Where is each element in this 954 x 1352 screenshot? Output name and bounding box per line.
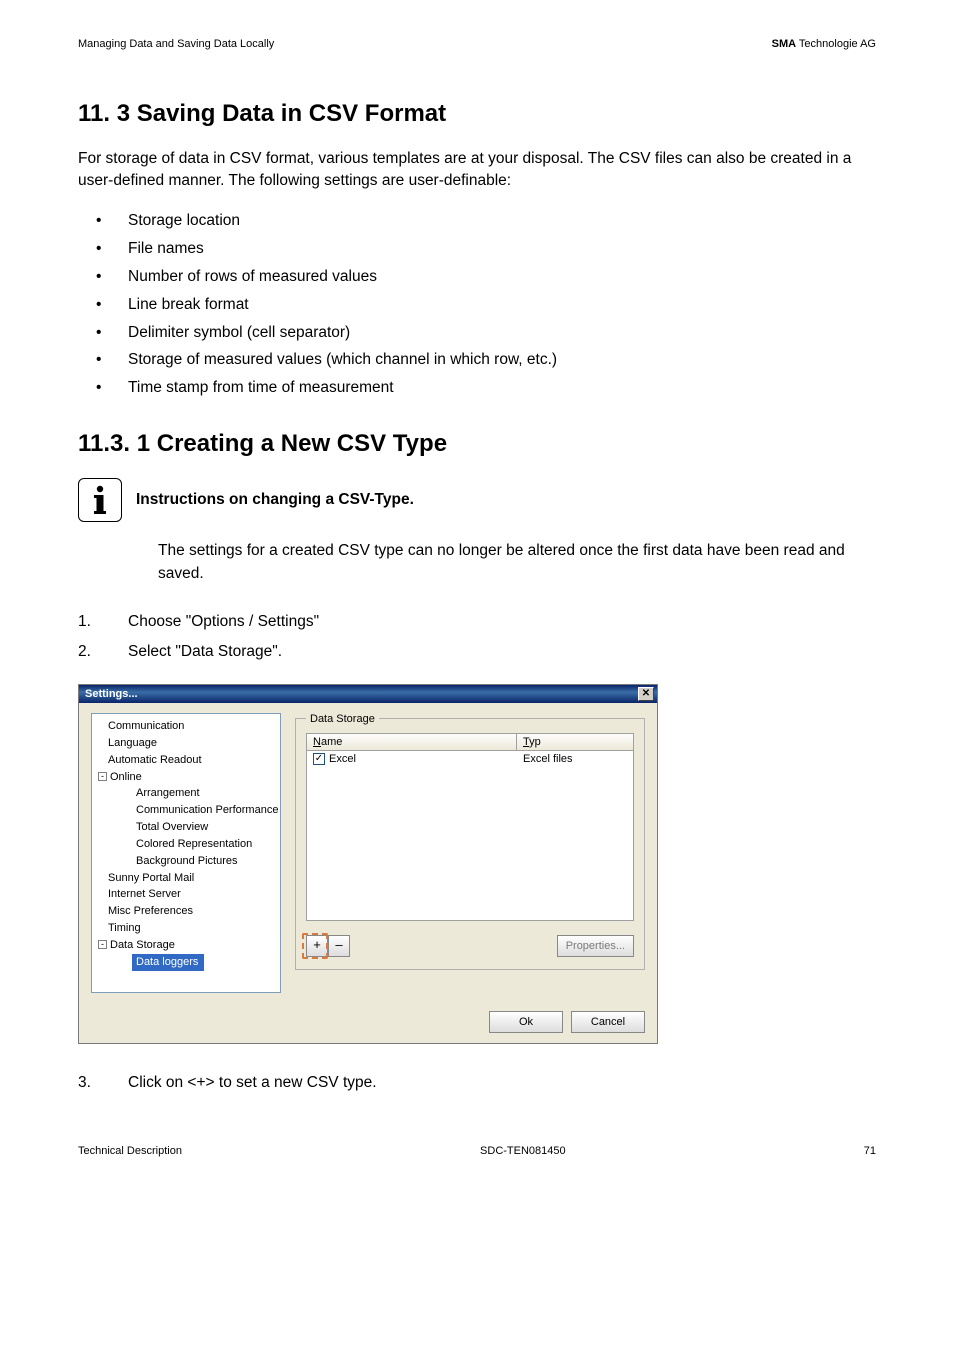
info-callout: Instructions on changing a CSV-Type. (78, 478, 876, 522)
step-item: 1.Choose "Options / Settings" (78, 607, 876, 636)
steps-list: 1.Choose "Options / Settings" 2.Select "… (78, 607, 876, 666)
info-title: Instructions on changing a CSV-Type. (136, 491, 414, 509)
list-item: Number of rows of measured values (78, 263, 876, 291)
info-icon (78, 478, 122, 522)
list-item: Time stamp from time of measurement (78, 374, 876, 402)
tree-item[interactable]: Arrangement (94, 785, 278, 802)
column-name[interactable]: Name (307, 734, 517, 750)
ok-button[interactable]: Ok (489, 1011, 563, 1033)
tree-item-online[interactable]: -Online (94, 769, 278, 786)
remove-button[interactable]: – (328, 935, 350, 957)
page-header: Managing Data and Saving Data Locally SM… (78, 38, 876, 50)
tree-collapse-icon[interactable]: - (98, 772, 107, 781)
footer-left: Technical Description (78, 1145, 182, 1157)
tree-item[interactable]: Communication (94, 718, 278, 735)
footer-mid: SDC-TEN081450 (480, 1145, 566, 1157)
checkbox-icon[interactable]: ✓ (313, 753, 325, 765)
header-left: Managing Data and Saving Data Locally (78, 38, 274, 50)
list-header[interactable]: Name Typ (306, 733, 634, 751)
tree-item-data-storage[interactable]: -Data Storage (94, 937, 278, 954)
tree-item[interactable]: Communication Performance (94, 802, 278, 819)
section-heading-1: 11. 3 Saving Data in CSV Format (78, 100, 876, 128)
info-body: The settings for a created CSV type can … (158, 540, 876, 585)
list-item: Storage location (78, 207, 876, 235)
list-item: File names (78, 235, 876, 263)
step-item: 2.Select "Data Storage". (78, 637, 876, 666)
tree-collapse-icon[interactable]: - (98, 940, 107, 949)
data-storage-group: Data Storage Name Typ ✓ Excel Excel file… (295, 713, 645, 970)
list-item: Delimiter symbol (cell separator) (78, 319, 876, 347)
section-heading-2: 11.3. 1 Creating a New CSV Type (78, 430, 876, 458)
tree-item[interactable]: Language (94, 735, 278, 752)
row-typ: Excel files (517, 753, 633, 765)
tree-item[interactable]: Colored Representation (94, 836, 278, 853)
dialog-titlebar[interactable]: Settings... ✕ (79, 685, 657, 703)
settings-dialog: Settings... ✕ Communication Language Aut… (78, 684, 658, 1044)
tree-item[interactable]: Automatic Readout (94, 752, 278, 769)
tree-item-data-loggers[interactable]: Data loggers (132, 954, 204, 971)
footer-right: 71 (864, 1145, 876, 1157)
intro-paragraph: For storage of data in CSV format, vario… (78, 148, 876, 193)
settings-tree[interactable]: Communication Language Automatic Readout… (91, 713, 281, 993)
tree-item[interactable]: Timing (94, 920, 278, 937)
row-name: Excel (329, 753, 356, 765)
close-icon[interactable]: ✕ (638, 687, 654, 701)
page-footer: Technical Description SDC-TEN081450 71 (78, 1145, 876, 1157)
add-button[interactable]: + (306, 935, 328, 957)
properties-button[interactable]: Properties... (557, 935, 634, 957)
group-legend: Data Storage (306, 713, 379, 725)
tree-item[interactable]: Background Pictures (94, 853, 278, 870)
list-body[interactable]: ✓ Excel Excel files (306, 751, 634, 921)
list-item: Storage of measured values (which channe… (78, 346, 876, 374)
table-row[interactable]: ✓ Excel Excel files (307, 751, 633, 767)
list-item: Line break format (78, 291, 876, 319)
header-right: SMA Technologie AG (772, 38, 876, 50)
tree-item[interactable]: Total Overview (94, 819, 278, 836)
tree-item[interactable]: Internet Server (94, 886, 278, 903)
steps-list-2: 3.Click on <+> to set a new CSV type. (78, 1068, 876, 1097)
step-item: 3.Click on <+> to set a new CSV type. (78, 1068, 876, 1097)
tree-item[interactable]: Sunny Portal Mail (94, 870, 278, 887)
column-typ[interactable]: Typ (517, 734, 633, 750)
settings-bullet-list: Storage location File names Number of ro… (78, 207, 876, 402)
tree-item[interactable]: Misc Preferences (94, 903, 278, 920)
cancel-button[interactable]: Cancel (571, 1011, 645, 1033)
dialog-title: Settings... (85, 688, 138, 700)
